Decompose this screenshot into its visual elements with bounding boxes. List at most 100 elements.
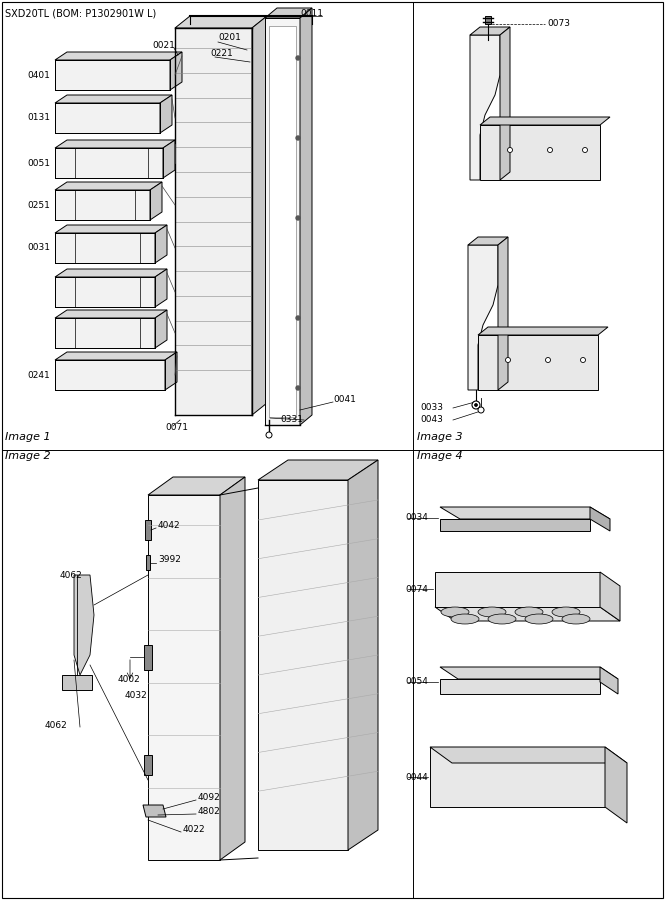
Ellipse shape (478, 607, 506, 617)
Polygon shape (148, 495, 220, 860)
Circle shape (266, 432, 272, 438)
Polygon shape (258, 460, 378, 480)
Polygon shape (300, 8, 312, 425)
Text: 3992: 3992 (158, 555, 181, 564)
Text: Image 3: Image 3 (417, 432, 463, 442)
Text: 4092: 4092 (198, 794, 221, 803)
Text: 0043: 0043 (420, 416, 443, 425)
Text: 0221: 0221 (210, 49, 233, 58)
Polygon shape (163, 140, 175, 178)
Text: 0074: 0074 (405, 584, 428, 593)
Polygon shape (498, 237, 508, 390)
Text: Image 4: Image 4 (417, 451, 463, 461)
Text: SXD20TL (BOM: P1302901W L): SXD20TL (BOM: P1302901W L) (5, 8, 156, 18)
Polygon shape (590, 507, 610, 531)
Circle shape (475, 403, 477, 407)
Text: 0251: 0251 (27, 201, 50, 210)
Circle shape (472, 401, 480, 409)
Polygon shape (480, 125, 600, 180)
Polygon shape (55, 360, 165, 390)
Polygon shape (435, 572, 600, 607)
Text: 4032: 4032 (125, 690, 148, 699)
Polygon shape (155, 225, 167, 263)
Ellipse shape (488, 614, 516, 624)
Polygon shape (144, 755, 152, 775)
Polygon shape (478, 327, 608, 335)
Text: 0034: 0034 (405, 514, 428, 523)
Polygon shape (430, 747, 627, 763)
Circle shape (296, 316, 300, 320)
Polygon shape (155, 310, 167, 348)
Polygon shape (144, 645, 152, 670)
Circle shape (507, 148, 513, 152)
Text: 0051: 0051 (27, 158, 50, 167)
Polygon shape (55, 182, 162, 190)
Polygon shape (55, 277, 155, 307)
Polygon shape (485, 16, 491, 24)
Polygon shape (265, 18, 300, 425)
Text: 0331: 0331 (280, 416, 303, 425)
Polygon shape (74, 575, 94, 675)
Polygon shape (55, 225, 167, 233)
Text: 0073: 0073 (547, 20, 570, 29)
Polygon shape (478, 335, 598, 390)
Ellipse shape (451, 614, 479, 624)
Polygon shape (468, 237, 508, 245)
Ellipse shape (515, 607, 543, 617)
Polygon shape (62, 675, 92, 690)
Polygon shape (600, 572, 620, 621)
Polygon shape (265, 8, 312, 18)
Text: 0031: 0031 (27, 244, 50, 253)
Polygon shape (170, 52, 182, 90)
Text: 0201: 0201 (218, 33, 241, 42)
Polygon shape (435, 607, 620, 621)
Polygon shape (160, 95, 172, 133)
Polygon shape (440, 679, 600, 694)
Polygon shape (468, 245, 498, 390)
Text: 0041: 0041 (333, 395, 356, 404)
Polygon shape (258, 480, 348, 850)
Polygon shape (480, 117, 610, 125)
Polygon shape (252, 16, 267, 415)
Text: 0011: 0011 (300, 10, 323, 19)
Text: 4062: 4062 (60, 571, 82, 580)
Ellipse shape (441, 607, 469, 617)
Ellipse shape (552, 607, 580, 617)
Circle shape (296, 386, 300, 390)
Text: 4802: 4802 (198, 807, 221, 816)
Polygon shape (470, 27, 510, 35)
Polygon shape (430, 747, 605, 807)
Ellipse shape (525, 614, 553, 624)
Text: 4022: 4022 (183, 825, 205, 834)
Polygon shape (55, 190, 150, 220)
Text: Image 2: Image 2 (5, 451, 51, 461)
Polygon shape (175, 16, 267, 28)
Polygon shape (55, 140, 175, 148)
Polygon shape (440, 519, 590, 531)
Text: 0131: 0131 (27, 113, 50, 122)
Text: 0021: 0021 (152, 40, 175, 50)
Circle shape (478, 407, 484, 413)
Circle shape (547, 148, 553, 152)
Polygon shape (175, 28, 252, 415)
Polygon shape (55, 269, 167, 277)
Polygon shape (55, 148, 163, 178)
Text: 0071: 0071 (165, 424, 188, 433)
Polygon shape (55, 103, 160, 133)
Polygon shape (55, 233, 155, 263)
Circle shape (581, 357, 585, 363)
Circle shape (583, 148, 587, 152)
Circle shape (296, 56, 300, 60)
Polygon shape (55, 95, 172, 103)
Text: 0054: 0054 (405, 678, 428, 687)
Circle shape (296, 136, 300, 140)
Polygon shape (600, 667, 618, 694)
Polygon shape (269, 26, 296, 417)
Text: 4062: 4062 (45, 721, 68, 730)
Polygon shape (155, 269, 167, 307)
Polygon shape (55, 310, 167, 318)
Polygon shape (145, 520, 151, 540)
Text: 0241: 0241 (27, 371, 50, 380)
Polygon shape (500, 27, 510, 180)
Polygon shape (143, 805, 166, 817)
